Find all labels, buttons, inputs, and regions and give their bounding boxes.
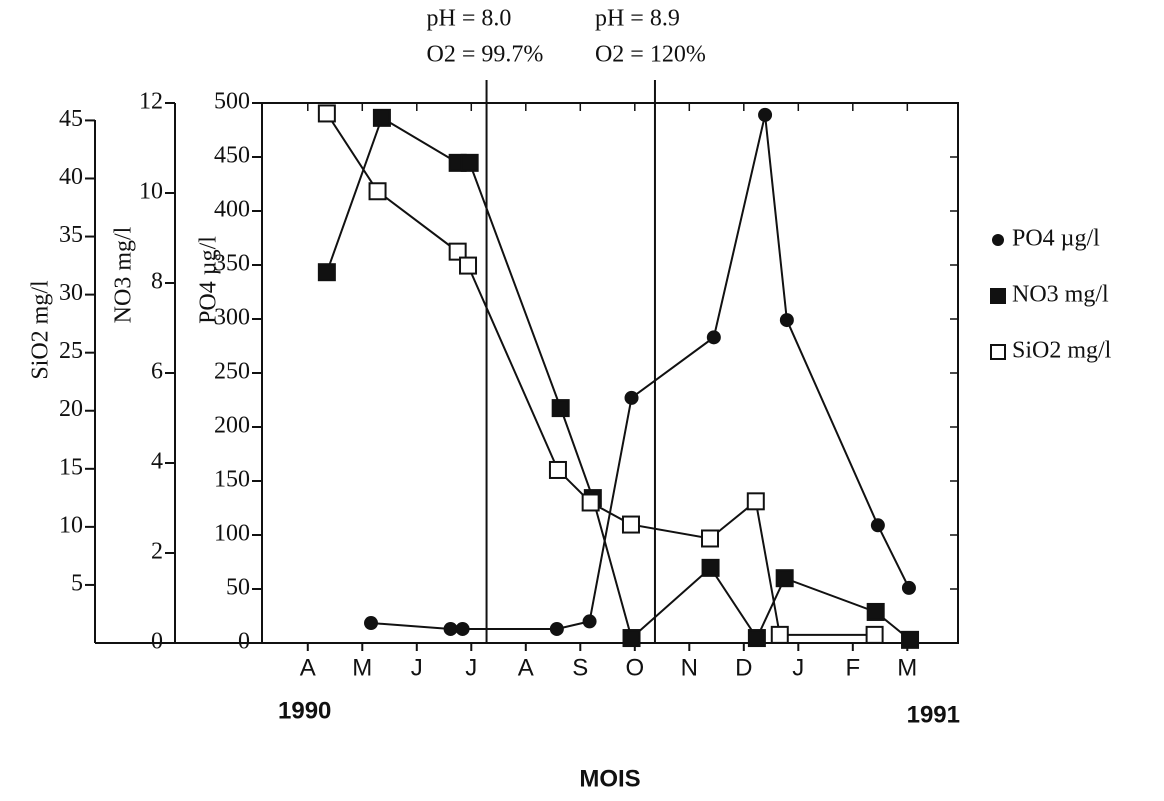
x-tick-label: O: [625, 654, 644, 681]
point: [746, 492, 765, 511]
point: [460, 153, 479, 172]
x-tick-label: M: [352, 654, 372, 681]
point: [747, 629, 766, 648]
point: [901, 630, 920, 649]
y3-tick-label: 20: [59, 396, 83, 422]
y-tick-label: 50: [226, 575, 250, 601]
y2-tick-label: 4: [151, 449, 163, 475]
point: [706, 330, 721, 345]
point: [624, 390, 639, 405]
point: [866, 602, 885, 621]
x-tick-label: J: [792, 654, 804, 681]
y3-tick-label: 45: [59, 106, 83, 132]
y3-tick-label: 25: [59, 338, 83, 364]
x-tick-label: J: [465, 654, 477, 681]
point: [775, 569, 794, 588]
x-tick-label: J: [411, 654, 423, 681]
y-tick-label: 450: [214, 143, 250, 169]
point: [582, 614, 597, 629]
point: [701, 529, 720, 548]
point: [549, 621, 564, 636]
legend-marker: [992, 234, 1004, 246]
point: [459, 256, 478, 275]
y2-tick-label: 12: [139, 89, 163, 115]
y3-tick-label: 40: [59, 164, 83, 190]
y-tick-label: 500: [214, 89, 250, 115]
y3-axis-title: SiO2 mg/l: [28, 280, 54, 380]
point: [779, 313, 794, 328]
point: [865, 625, 884, 644]
legend-label: PO4 µg/l: [1012, 226, 1100, 252]
point: [758, 107, 773, 122]
point: [455, 621, 470, 636]
y-tick-label: 300: [214, 305, 250, 331]
legend-label: SiO2 mg/l: [1012, 338, 1112, 364]
point: [551, 399, 570, 418]
x-tick-label: A: [518, 654, 534, 681]
y3-tick-label: 5: [71, 570, 83, 596]
point: [622, 629, 641, 648]
point: [364, 616, 379, 631]
year-label: 1990: [278, 697, 331, 724]
y3-tick-label: 30: [59, 280, 83, 306]
y2-tick-label: 10: [139, 179, 163, 205]
point: [870, 518, 885, 533]
point: [901, 580, 916, 595]
y-tick-label: 400: [214, 197, 250, 223]
point: [317, 104, 336, 123]
x-axis-title: MOIS: [579, 765, 640, 792]
y-axis-title: PO4 µg/l: [196, 236, 222, 324]
point: [317, 263, 336, 282]
legend-label: NO3 mg/l: [1012, 282, 1109, 308]
y2-axis-title: NO3 mg/l: [111, 226, 137, 323]
annotation-text: pH = 8.9: [595, 6, 680, 32]
y-tick-label: 250: [214, 359, 250, 385]
point: [548, 460, 567, 479]
x-tick-label: D: [735, 654, 752, 681]
point: [443, 621, 458, 636]
annotation-text: O2 = 120%: [595, 42, 706, 68]
point: [701, 558, 720, 577]
x-tick-label: N: [681, 654, 698, 681]
point: [621, 515, 640, 534]
series-line: [325, 116, 911, 641]
point: [372, 108, 391, 127]
series-line: [370, 114, 910, 630]
y3-tick-label: 35: [59, 222, 83, 248]
point: [448, 242, 467, 261]
point: [770, 625, 789, 644]
point: [581, 493, 600, 512]
year-label: 1991: [907, 701, 960, 728]
y-tick-label: 350: [214, 251, 250, 277]
y-tick-label: 200: [214, 413, 250, 439]
x-tick-label: S: [572, 654, 588, 681]
legend-marker: [990, 288, 1006, 304]
x-tick-label: A: [300, 654, 316, 681]
y-tick-label: 100: [214, 521, 250, 547]
y2-tick-label: 8: [151, 269, 163, 295]
y3-tick-label: 10: [59, 512, 83, 538]
y3-tick-label: 15: [59, 454, 83, 480]
y2-tick-label: 2: [151, 539, 163, 565]
annotation-text: pH = 8.0: [427, 6, 512, 32]
y2-tick-label: 6: [151, 359, 163, 385]
legend-marker: [990, 344, 1006, 360]
y-tick-label: 150: [214, 467, 250, 493]
annotation-text: O2 = 99.7%: [427, 42, 544, 68]
point: [368, 182, 387, 201]
x-tick-label: M: [897, 654, 917, 681]
y2-tick-label: 0: [151, 629, 163, 655]
x-tick-label: F: [845, 654, 860, 681]
y-tick-label: 0: [238, 629, 250, 655]
